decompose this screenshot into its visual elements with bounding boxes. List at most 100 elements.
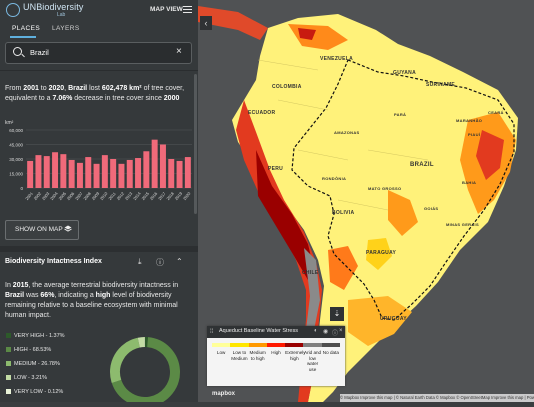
legend-scale-label: Arid and low water use bbox=[303, 350, 321, 372]
section-separator bbox=[0, 246, 198, 252]
x-tick-label: 2003 bbox=[41, 190, 51, 201]
close-icon[interactable]: × bbox=[339, 328, 343, 334]
bii-level: high bbox=[96, 292, 111, 299]
hamburger-menu-icon[interactable] bbox=[183, 6, 192, 13]
label-venezuela: VENEZUELA bbox=[320, 56, 353, 62]
bar-2017[interactable] bbox=[160, 145, 166, 189]
search-box[interactable]: Brazil × bbox=[5, 42, 192, 64]
place-name: Brazil bbox=[68, 85, 87, 92]
tab-bar: PLACES LAYERS bbox=[0, 22, 198, 38]
x-tick-label: 2010 bbox=[99, 190, 109, 201]
bar-2001[interactable] bbox=[27, 161, 33, 188]
tab-places[interactable]: PLACES bbox=[12, 25, 40, 32]
bii-legend-high: HIGH - 68.53% bbox=[6, 347, 51, 353]
legend-swatch bbox=[6, 361, 11, 366]
label-suriname: SURINAME bbox=[426, 82, 455, 88]
label-para: PARÁ bbox=[394, 112, 406, 117]
bar-2008[interactable] bbox=[85, 157, 91, 188]
bar-2015[interactable] bbox=[143, 151, 149, 188]
label-rondonia: RONDÔNIA bbox=[322, 176, 346, 181]
x-tick-label: 2006 bbox=[66, 190, 76, 201]
info-icon[interactable]: ⓘ bbox=[332, 328, 338, 337]
loss-value: 602,478 km² bbox=[102, 85, 142, 92]
x-tick-label: 2007 bbox=[74, 190, 84, 201]
bar-2002[interactable] bbox=[35, 155, 41, 188]
bii-description: In 2015, the average terrestrial biodive… bbox=[5, 281, 193, 321]
bar-2003[interactable] bbox=[44, 156, 50, 188]
download-icon[interactable]: ⤓ bbox=[138, 257, 142, 267]
sidebar-scrollbar[interactable] bbox=[194, 74, 197, 214]
search-input[interactable]: Brazil bbox=[30, 48, 49, 57]
brand-name[interactable]: UNBiodiversity bbox=[23, 2, 83, 12]
label-ecuador: ECUADOR bbox=[248, 110, 275, 116]
bar-2013[interactable] bbox=[127, 160, 133, 188]
divider bbox=[0, 70, 198, 71]
text: decrease in tree cover since bbox=[72, 95, 163, 102]
legend-label: VERY LOW - 0.12% bbox=[14, 389, 63, 395]
bar-2009[interactable] bbox=[94, 164, 100, 188]
bii-percent: 66% bbox=[40, 292, 54, 299]
legend-color-bar bbox=[212, 343, 230, 347]
x-tick-label: 2002 bbox=[33, 190, 43, 201]
bii-donut-chart bbox=[100, 326, 190, 402]
donut-slice[interactable] bbox=[115, 343, 139, 382]
x-tick-label: 2005 bbox=[57, 190, 67, 201]
bar-2014[interactable] bbox=[135, 158, 141, 188]
bar-2019[interactable] bbox=[177, 161, 183, 188]
y-tick-label: 45,000 bbox=[9, 143, 23, 148]
chevron-up-icon[interactable]: ⌃ bbox=[176, 257, 183, 266]
bar-2016[interactable] bbox=[152, 140, 158, 188]
x-tick-label: 2012 bbox=[116, 190, 126, 201]
visibility-icon[interactable]: ◉ bbox=[323, 328, 328, 335]
collapse-sidebar-button[interactable]: ‹ bbox=[200, 16, 212, 30]
legend-color-bar bbox=[303, 343, 321, 347]
legend-color-bar bbox=[249, 343, 267, 347]
year-end: 2020 bbox=[49, 85, 65, 92]
bar-2006[interactable] bbox=[69, 160, 75, 188]
bii-legend-medium: MEDIUM - 26.78% bbox=[6, 361, 60, 367]
sidebar-panel: UNBiodiversity Lab MAP VIEW PLACES LAYER… bbox=[0, 0, 198, 402]
bii-legend-low: LOW - 3.21% bbox=[6, 375, 47, 381]
mapbox-logo[interactable]: mapbox bbox=[212, 391, 235, 397]
bii-legend-very-high: VERY HIGH - 1.37% bbox=[6, 333, 65, 339]
tab-layers[interactable]: LAYERS bbox=[52, 25, 80, 32]
donut-slice[interactable] bbox=[139, 342, 145, 343]
x-tick-label: 2009 bbox=[91, 190, 101, 201]
bar-2007[interactable] bbox=[77, 163, 83, 188]
x-tick-label: 2014 bbox=[132, 190, 142, 201]
label-colombia: COLOMBIA bbox=[272, 84, 302, 90]
bar-2011[interactable] bbox=[110, 159, 116, 188]
legend-label: LOW - 3.21% bbox=[14, 375, 47, 381]
bar-2010[interactable] bbox=[102, 155, 108, 188]
map-view-button[interactable]: MAP VIEW bbox=[150, 6, 183, 13]
bar-2012[interactable] bbox=[118, 164, 124, 188]
un-logo-icon[interactable] bbox=[6, 3, 20, 17]
text: to bbox=[39, 85, 49, 92]
x-tick-label: 2018 bbox=[165, 190, 175, 201]
opacity-icon[interactable]: ◐ bbox=[314, 328, 318, 334]
download-map-icon[interactable]: ⇣ bbox=[330, 307, 344, 321]
bar-2018[interactable] bbox=[168, 159, 174, 188]
layers-icon bbox=[64, 225, 72, 233]
legend-swatch bbox=[6, 389, 11, 394]
x-tick-label: 2017 bbox=[157, 190, 167, 201]
map-attribution[interactable]: © Mapbox Improve this map | © Natural Ea… bbox=[340, 394, 534, 402]
bar-2005[interactable] bbox=[60, 154, 66, 188]
show-on-map-button[interactable]: SHOW ON MAP bbox=[5, 220, 79, 240]
bar-2020[interactable] bbox=[185, 157, 191, 188]
search-icon bbox=[13, 47, 22, 56]
x-tick-label: 2013 bbox=[124, 190, 134, 201]
y-tick-label: 15,000 bbox=[9, 172, 23, 177]
bar-2004[interactable] bbox=[52, 152, 58, 188]
clear-search-icon[interactable]: × bbox=[176, 46, 182, 57]
year-start: 2001 bbox=[23, 85, 39, 92]
since-year: 2000 bbox=[164, 95, 180, 102]
active-tab-indicator bbox=[10, 36, 36, 38]
drag-handle-icon[interactable]: ⁞⁞ bbox=[210, 329, 213, 335]
legend-scale-label: High bbox=[267, 350, 285, 356]
legend-swatch bbox=[6, 375, 11, 380]
label-minas-gerais: MINAS GERAIS bbox=[446, 222, 479, 227]
x-tick-label: 2008 bbox=[82, 190, 92, 201]
info-icon[interactable]: ⓘ bbox=[156, 257, 164, 268]
bii-place: Brazil bbox=[5, 292, 24, 299]
